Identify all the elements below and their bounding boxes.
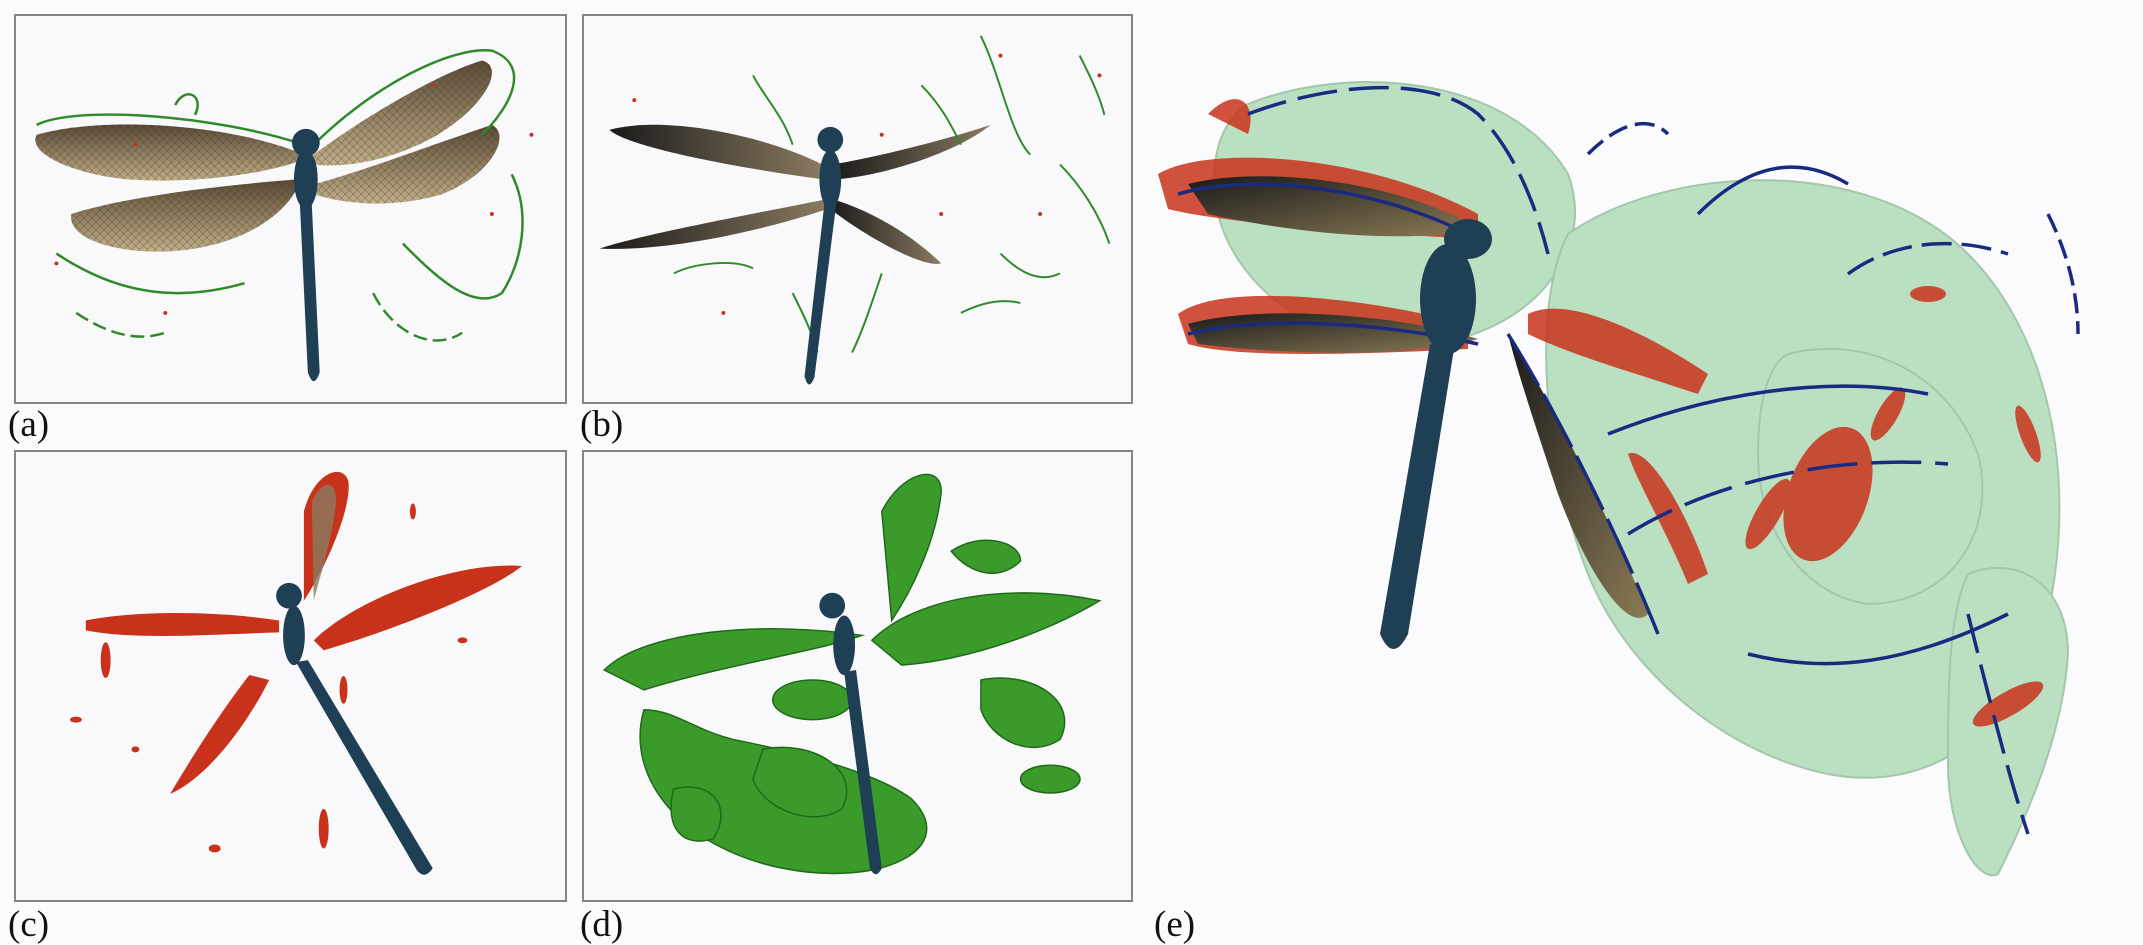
dragonfly-render-b <box>584 16 1131 402</box>
dragonfly-render-a <box>16 16 565 402</box>
panel-d-image <box>582 450 1133 902</box>
panel-label-a: (a) <box>8 406 49 443</box>
panel-label-c: (c) <box>8 906 49 943</box>
panel-a-image <box>14 14 567 404</box>
dragonfly-body <box>292 129 320 381</box>
panel-label-d: (d) <box>580 906 623 943</box>
panel-b-image <box>582 14 1133 404</box>
panel-c-image <box>14 450 567 902</box>
panel-label-e: (e) <box>1154 906 1195 943</box>
dragonfly-render-d <box>584 452 1131 900</box>
vortex-filaments <box>674 36 1109 353</box>
panel-e-image <box>1148 14 2133 929</box>
panel-label-b: (b) <box>580 406 623 443</box>
wing-shapes <box>35 61 499 252</box>
dragonfly-render-c <box>16 452 565 900</box>
wing-shapes <box>600 125 991 264</box>
dragonfly-render-e <box>1148 14 2133 929</box>
vortex-core-dots <box>54 83 533 315</box>
